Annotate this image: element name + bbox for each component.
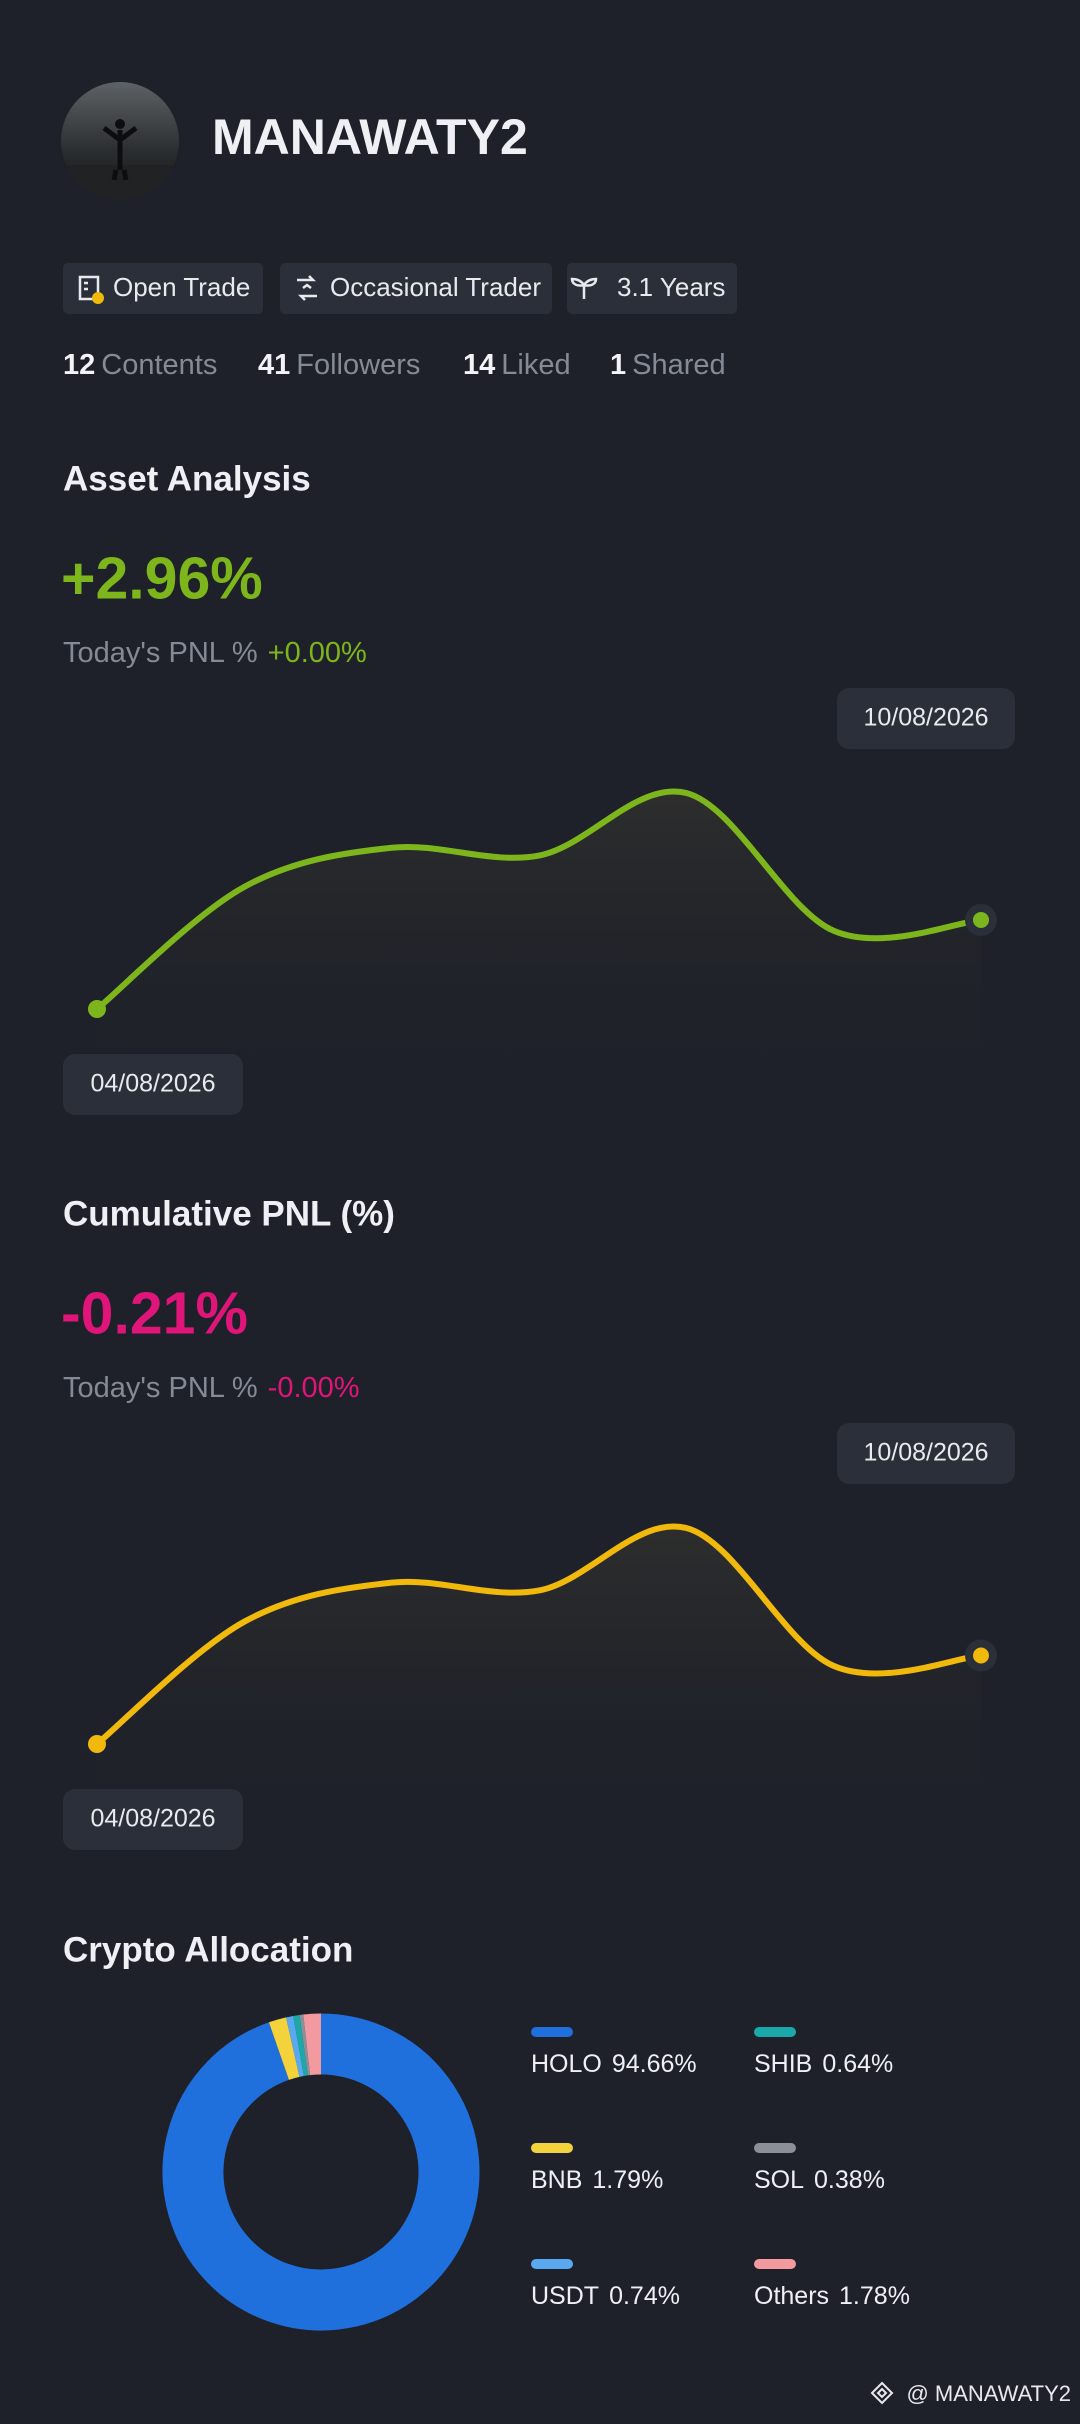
legend-value: 0.74% [609,2282,680,2310]
tag-icon [297,275,317,301]
date-label: 10/08/2026 [863,704,988,732]
legend-entry: BNB 1.79% [531,2166,663,2194]
tag-chip [567,263,737,314]
tag-icon-badge [92,292,104,304]
tag-label: 3.1 Years [617,272,725,302]
legend-name: BNB [531,2166,582,2194]
section-title: Cumulative PNL (%) [63,1194,395,1233]
stat: 14 Liked [463,349,571,381]
donut-segment [303,2013,322,2076]
date-label: 10/08/2026 [863,1439,988,1467]
tag-chip [63,263,263,314]
stat: 12 Contents [63,349,217,381]
legend-value: 94.66% [612,2050,697,2078]
legend-swatch [754,2143,796,2153]
tag-label: Open Trade [113,272,250,302]
legend-swatch [531,2027,573,2037]
legend-name: SOL [754,2166,804,2194]
legend-swatch [754,2259,796,2269]
legend-value: 0.38% [814,2166,885,2194]
date-label: 04/08/2026 [90,1070,215,1098]
legend-entry: USDT 0.74% [531,2282,680,2310]
legend-swatch [531,2143,573,2153]
legend-value: 0.64% [822,2050,893,2078]
date-tooltip [63,1789,243,1850]
today-pnl: Today's PNL % +0.00% [63,637,367,669]
area [97,791,981,1097]
date-tooltip [63,1054,243,1115]
point [973,1647,989,1664]
section-title: Crypto Allocation [63,1930,353,1969]
today-pnl-value: -0.00% [268,1372,360,1404]
headline-value: -0.21% [61,1281,248,1347]
date-tooltip [837,1423,1015,1484]
legend-value: 1.78% [839,2282,910,2310]
point [973,911,989,928]
date-label: 04/08/2026 [90,1805,215,1833]
legend-value: 1.79% [592,2166,663,2194]
headline-value: +2.96% [61,546,263,612]
legend-name: SHIB [754,2050,812,2078]
stat-label: Followers [296,349,420,381]
date-tooltip [837,688,1015,749]
legend-entry: SOL 0.38% [754,2166,885,2194]
stat-label: Shared [632,349,726,381]
stat: 1 Shared [610,349,726,381]
tag-chip [280,263,552,314]
stat-label: Contents [101,349,217,381]
legend-entry: HOLO 94.66% [531,2050,697,2078]
tag-icon [570,277,598,299]
legend-name: USDT [531,2282,599,2310]
donut-segment [268,2017,300,2081]
line [94,788,984,1012]
legend-entry: Others 1.78% [754,2282,910,2310]
legend-entry: SHIB 0.64% [754,2050,893,2078]
stat-count: 1 [610,349,626,381]
line [94,1523,984,1747]
today-pnl: Today's PNL % -0.00% [63,1372,360,1404]
today-pnl-value: +0.00% [268,637,367,669]
legend-name: HOLO [531,2050,602,2078]
stat-count: 12 [63,349,95,381]
donut-segment [286,2015,305,2077]
area [97,1526,981,1832]
legend-name: Others [754,2282,829,2310]
username: MANAWATY2 [212,109,528,165]
point [88,1000,106,1018]
stat-label: Liked [501,349,570,381]
point [88,1735,106,1753]
today-pnl-label: Today's PNL % [63,1372,258,1404]
donut-segment [162,2013,480,2331]
watermark-logo [870,2381,894,2405]
tag-label: Occasional Trader [330,272,541,302]
legend-swatch [531,2259,573,2269]
donut-segment [293,2014,308,2077]
watermark: @ MANAWATY2 [906,2381,1071,2406]
stat-count: 14 [463,349,495,381]
stat: 41 Followers [258,349,420,381]
section-title: Asset Analysis [63,459,311,498]
legend-swatch [754,2027,796,2037]
stat-count: 41 [258,349,290,381]
today-pnl-label: Today's PNL % [63,637,258,669]
